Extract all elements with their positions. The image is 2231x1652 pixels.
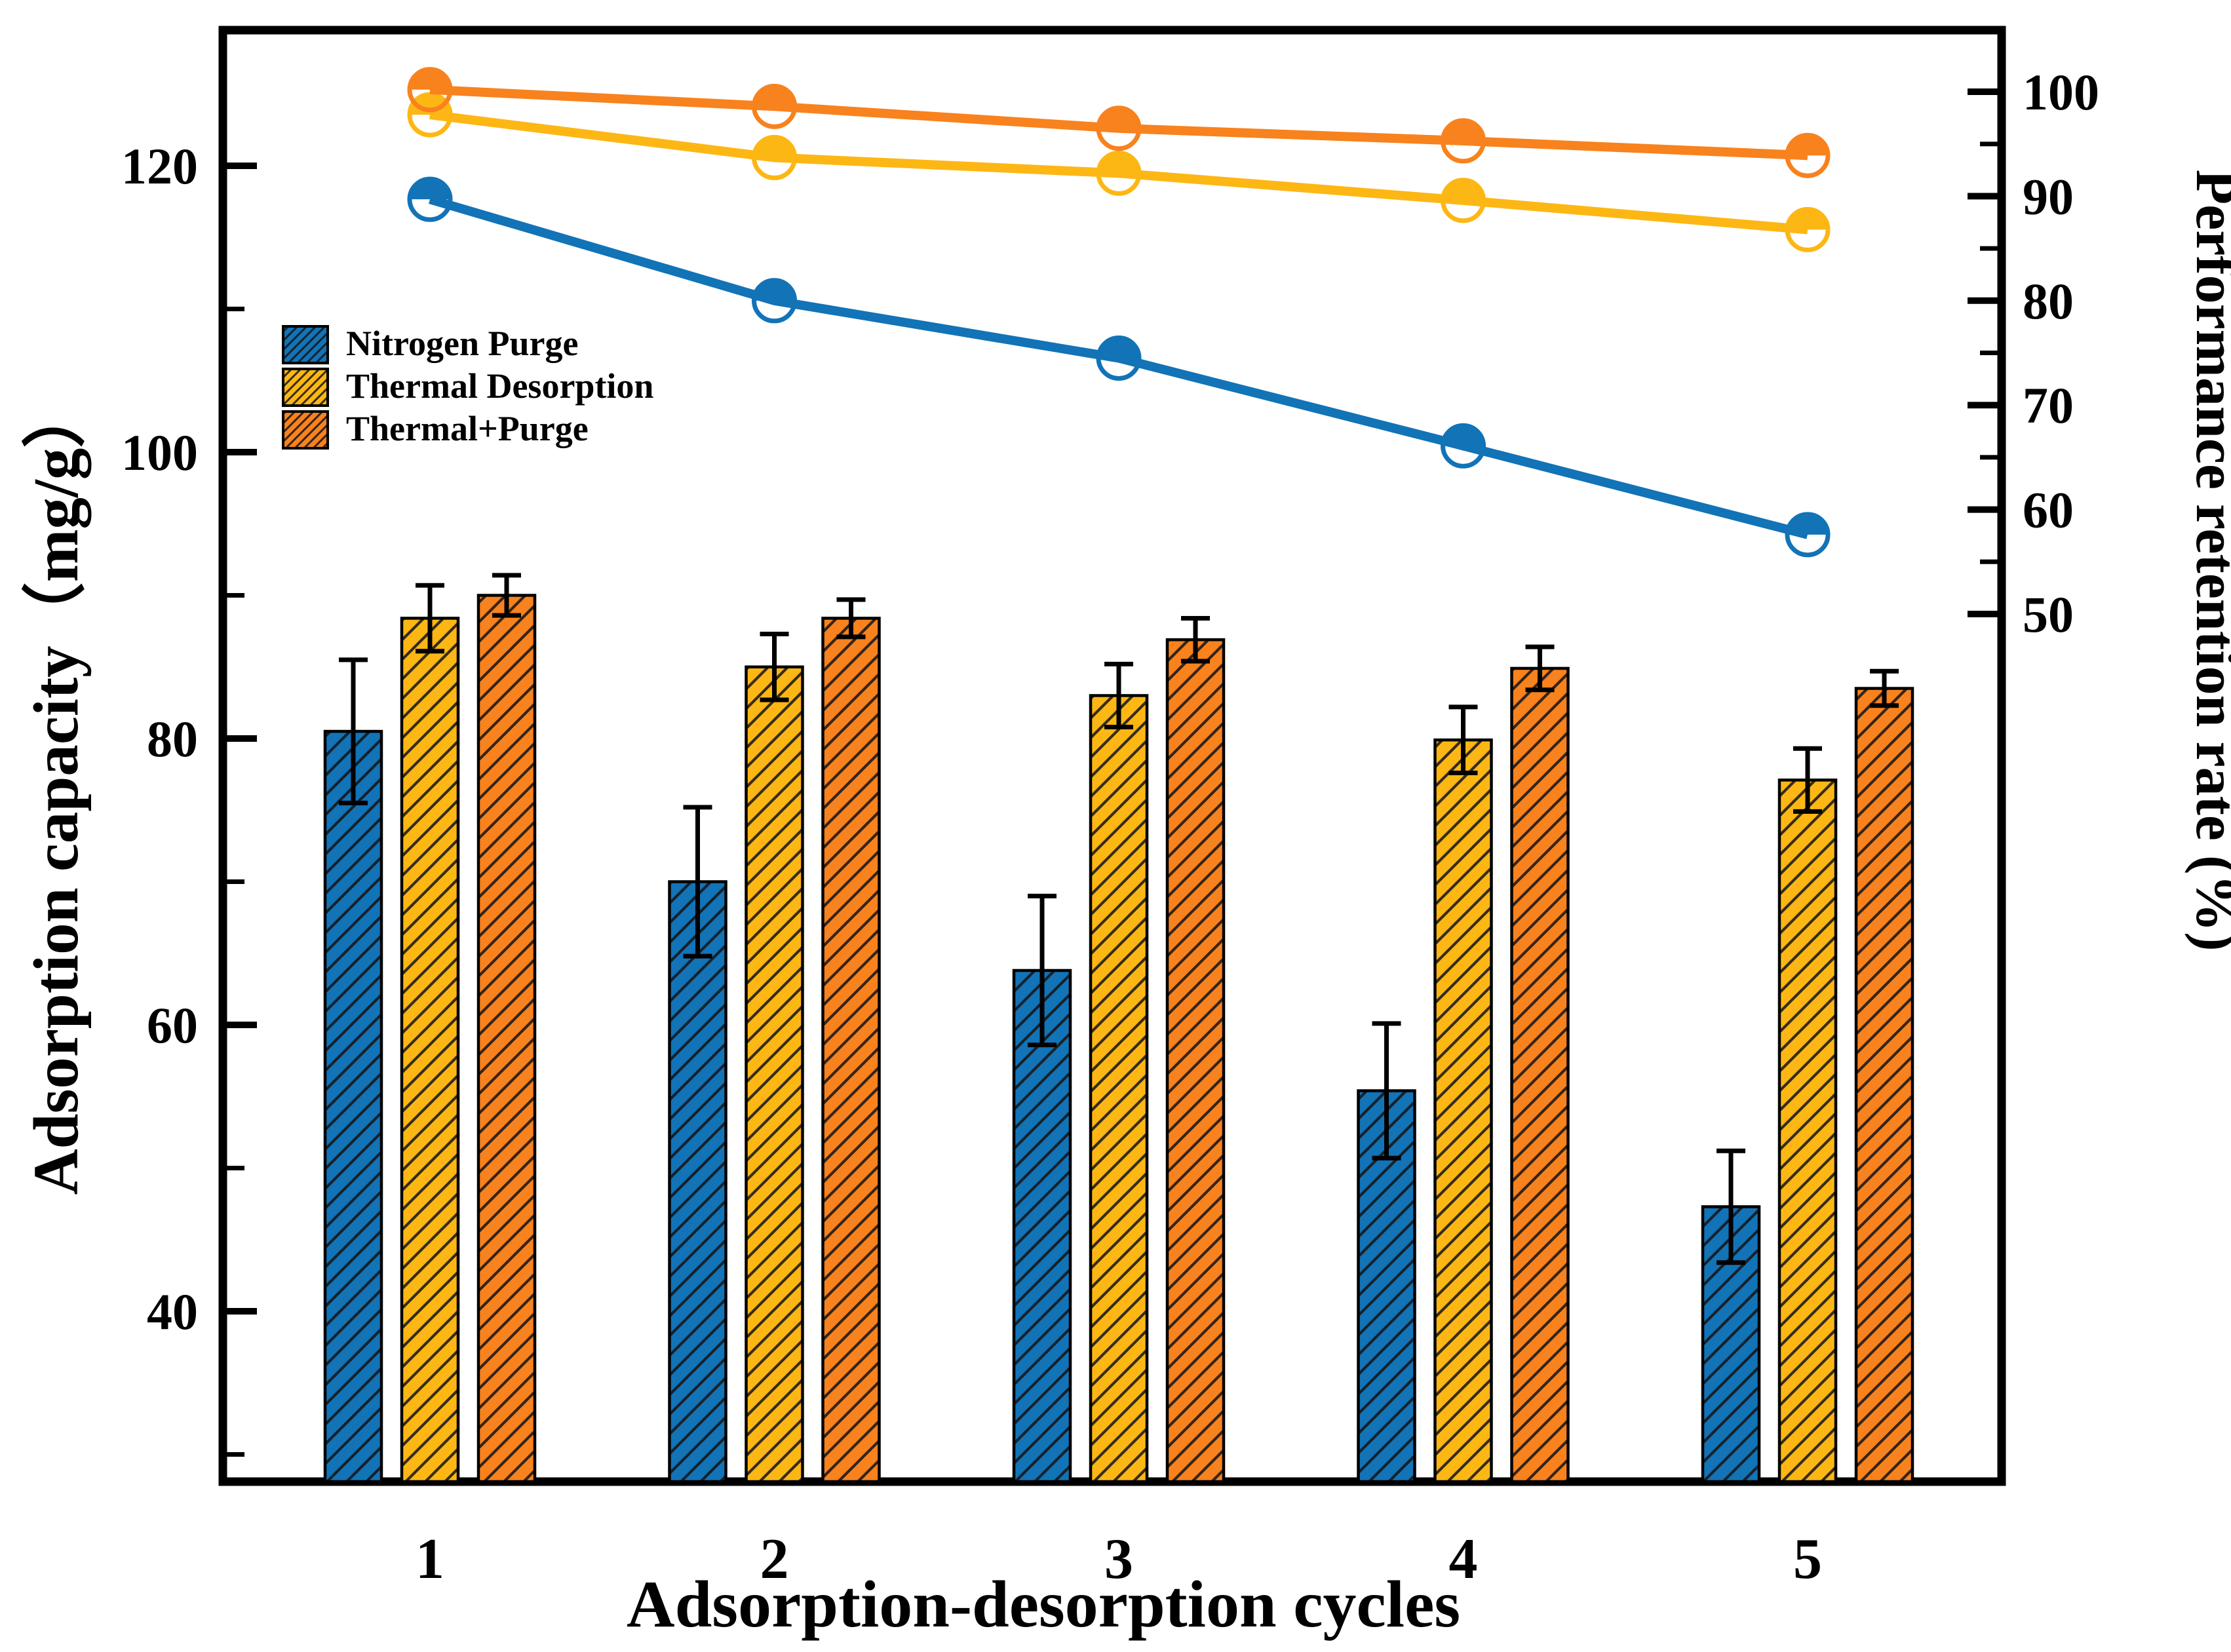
legend-swatch-thermal-desorption [282,368,329,407]
legend-swatch-nitrogen-purge [282,325,329,364]
bar-nitrogen-purge-cycle-2 [668,880,728,1484]
error-bar-thermal-purge-cycle-4 [1525,644,1555,693]
marker-thermal-purge-cycle-1 [407,67,453,113]
error-bar-thermal-purge-cycle-1 [492,573,521,618]
error-bar-thermal-purge-cycle-2 [836,597,866,640]
bar-thermal-purge-cycle-3 [1165,638,1226,1484]
legend-item-thermal-purge: Thermal+Purge [282,409,589,450]
bar-thermal-desorption-cycle-5 [1777,778,1838,1484]
left-axis-tick-label: 100 [121,424,198,481]
x-axis-tick-label: 5 [1793,1527,1822,1591]
marker-nitrogen-purge-cycle-3 [1096,335,1142,381]
left-axis-tick-label: 120 [121,138,198,195]
right-axis-tick-label: 80 [2023,273,2074,330]
right-axis-tick-label: 50 [2023,586,2074,643]
error-bar-thermal-desorption-cycle-4 [1448,704,1478,775]
left-axis-tick-label: 40 [147,1283,198,1340]
marker-thermal-desorption-cycle-4 [1441,178,1486,223]
bar-thermal-desorption-cycle-1 [400,617,460,1484]
error-bar-thermal-purge-cycle-3 [1181,615,1210,664]
marker-thermal-purge-cycle-4 [1441,118,1486,164]
bar-thermal-desorption-cycle-4 [1433,738,1493,1484]
marker-thermal-desorption-cycle-3 [1096,150,1142,196]
left-axis-tick-label: 60 [147,997,198,1054]
marker-thermal-purge-cycle-3 [1096,106,1142,151]
x-axis-tick-label: 4 [1449,1527,1478,1591]
legend-label: Nitrogen Purge [346,324,578,363]
marker-nitrogen-purge-cycle-4 [1441,423,1486,469]
marker-thermal-purge-cycle-5 [1785,132,1831,178]
error-bar-nitrogen-purge-cycle-4 [1372,1021,1401,1161]
legend-item-nitrogen-purge: Nitrogen Purge [282,324,578,364]
left-axis-tick-label: 80 [147,710,198,767]
error-bar-thermal-desorption-cycle-1 [416,583,444,654]
marker-thermal-desorption-cycle-2 [752,134,797,180]
legend-item-thermal-desorption: Thermal Desorption [282,366,653,407]
legend-label: Thermal Desorption [346,366,653,406]
error-bar-thermal-desorption-cycle-3 [1104,661,1133,730]
bar-thermal-desorption-cycle-2 [745,665,804,1484]
bar-thermal-purge-cycle-4 [1510,666,1570,1484]
error-bar-nitrogen-purge-cycle-1 [339,657,368,805]
bar-thermal-desorption-cycle-3 [1089,694,1149,1484]
error-bar-nitrogen-purge-cycle-3 [1028,893,1057,1048]
bar-thermal-purge-cycle-5 [1854,687,1914,1484]
error-bar-thermal-desorption-cycle-2 [760,631,789,702]
right-axis-tick-label: 60 [2023,482,2074,539]
right-axis-tick-label: 100 [2023,64,2099,121]
right-axis-tick-label: 90 [2023,168,2074,225]
error-bar-thermal-desorption-cycle-5 [1793,746,1822,814]
x-axis-tick-label: 2 [760,1527,789,1591]
legend-label: Thermal+Purge [346,409,589,448]
error-bar-thermal-purge-cycle-5 [1870,668,1899,708]
x-axis-tick-label: 1 [416,1527,444,1591]
bar-thermal-purge-cycle-2 [821,617,881,1484]
marker-nitrogen-purge-cycle-1 [407,176,453,222]
error-bar-nitrogen-purge-cycle-2 [683,805,712,959]
x-axis-title: Adsorption-desorption cycles [627,1567,1460,1642]
bar-thermal-purge-cycle-1 [476,594,537,1484]
right-axis-tick-label: 70 [2023,377,2074,434]
error-bar-nitrogen-purge-cycle-5 [1717,1148,1745,1265]
right-axis-title: Performance retention rate (%) [2184,169,2231,951]
left-axis-title: Adsorption capacity（mg/g） [21,385,91,1195]
marker-thermal-desorption-cycle-5 [1785,206,1831,252]
legend-swatch-thermal-purge [282,410,329,450]
marker-nitrogen-purge-cycle-5 [1785,512,1831,558]
bar-nitrogen-purge-cycle-1 [323,729,383,1484]
marker-thermal-purge-cycle-2 [752,83,797,129]
bar-nitrogen-purge-cycle-3 [1012,969,1072,1484]
x-axis-tick-label: 3 [1104,1527,1133,1591]
marker-nitrogen-purge-cycle-2 [752,278,797,324]
